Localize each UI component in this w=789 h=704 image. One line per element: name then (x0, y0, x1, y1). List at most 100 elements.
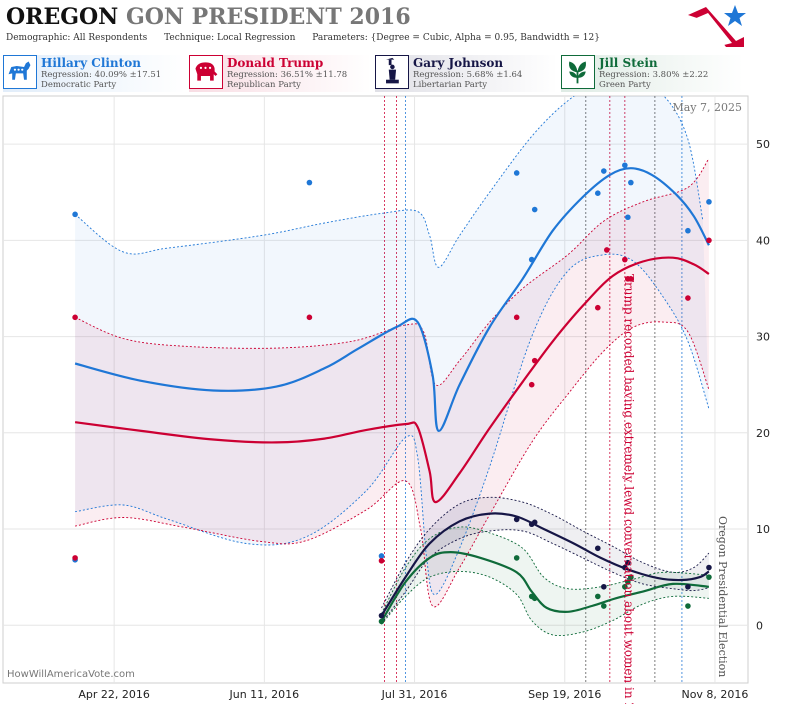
candidate-name: Hillary Clinton (41, 56, 141, 70)
stein-upper-bound (381, 526, 709, 614)
demographic-label: Demographic: All Respondents (6, 33, 148, 43)
clinton-poll-point (706, 199, 712, 205)
series-layer (72, 96, 712, 637)
legend-johnson: Gary Johnson Regression: 5.68% ±1.64 Liber… (375, 55, 558, 92)
johnson-poll-point (594, 545, 601, 552)
clinton-poll-point (378, 553, 385, 559)
johnson-confidence-band (381, 497, 709, 624)
candidate-party: Republican Party (227, 80, 301, 90)
trump-poll-point (528, 381, 535, 388)
x-tick-label: Apr 22, 2016 (78, 688, 150, 701)
trump-poll-point (72, 555, 78, 561)
clinton-poll-point (528, 256, 535, 263)
clinton-poll-point (72, 211, 78, 218)
candidate-name: Donald Trump (227, 56, 324, 70)
trump-poll-point (378, 557, 385, 564)
trump-confidence-band (75, 158, 709, 607)
y-tick-label: 40 (756, 234, 770, 247)
legend-trump: Donald Trump Regression: 36.51% ±11.78 Rep… (189, 55, 372, 92)
legend-stein: Jill Stein Regression: 3.80% ±2.22 Green P… (561, 55, 744, 92)
watermark: HowWillAmericaVote.com (7, 669, 135, 680)
elephant-icon (189, 55, 223, 89)
stein-poll-point (706, 574, 712, 580)
stein-poll-point (625, 579, 631, 585)
clinton-poll-point (625, 214, 631, 221)
stein-poll-point (513, 555, 520, 561)
johnson-poll-point (685, 583, 691, 590)
site-logo-icon (688, 5, 746, 47)
johnson-upper-bound (381, 496, 710, 609)
x-tick-label: Jul 31, 2016 (381, 688, 448, 701)
trump-poll-point (306, 314, 313, 321)
legend-clinton: Hillary Clinton Regression: 40.09% ±17.51… (3, 55, 186, 92)
stein-poll-point (378, 618, 385, 625)
trump-poll-point (706, 237, 712, 244)
candidate-name: Gary Johnson (413, 56, 504, 70)
clinton-poll-point (685, 227, 691, 234)
trump-poll-point (513, 314, 520, 321)
trump-poll-point (685, 295, 691, 301)
trump-trend-line (74, 256, 710, 504)
johnson-poll-point (601, 583, 607, 590)
candidate-party: Green Party (599, 80, 651, 90)
johnson-poll-point (706, 564, 712, 571)
chart-subtitle: Demographic: All Respondents Technique: … (6, 33, 614, 43)
technique-label: Technique: Local Regression (164, 33, 296, 43)
johnson-poll-point (513, 516, 520, 523)
stein-trend-line (380, 550, 709, 622)
clinton-poll-point (622, 162, 628, 169)
johnson-poll-point (625, 559, 631, 566)
stein-poll-point (622, 583, 628, 590)
title-race: GON PRESIDENT 2016 (125, 4, 411, 30)
stein-poll-point (601, 603, 607, 609)
johnson-poll-point (531, 519, 538, 526)
parameters-label: Parameters: {Degree = Cubic, Alpha = 0.9… (312, 33, 600, 43)
johnson-trend-line (380, 512, 710, 617)
clinton-poll-point (628, 179, 634, 186)
candidate-party: Democratic Party (41, 80, 117, 90)
clinton-poll-point (601, 168, 607, 174)
trump-poll-point (531, 357, 538, 364)
candidate-regression: Regression: 36.51% ±11.78 (227, 70, 348, 80)
candidate-name: Jill Stein (599, 56, 658, 70)
chart-title: OREGON GON PRESIDENT 2016 (6, 4, 411, 30)
event-annotation: Trump recorded having extremely lewd con… (622, 274, 636, 704)
clinton-poll-point (513, 170, 520, 176)
y-tick-label: 50 (756, 138, 770, 151)
candidate-party: Libertarian Party (413, 80, 488, 90)
y-tick-label: 20 (756, 427, 770, 440)
trump-poll-point (622, 256, 628, 263)
clinton-trend-line (74, 167, 710, 433)
liberty-statue-icon (375, 55, 409, 89)
candidate-regression: Regression: 5.68% ±1.64 (413, 70, 523, 80)
stein-poll-point (628, 574, 634, 580)
grid-lines (3, 96, 748, 683)
candidate-regression: Regression: 40.09% ±17.51 (41, 70, 162, 80)
clinton-poll-point (531, 206, 538, 213)
stein-poll-point (685, 603, 691, 609)
y-tick-label: 0 (756, 619, 763, 632)
x-tick-label: Sep 19, 2016 (528, 688, 601, 701)
x-tick-label: Nov 8, 2016 (681, 688, 748, 701)
stein-poll-point (594, 593, 601, 600)
election-annotation: Oregon Presidential Election (716, 516, 729, 677)
donkey-icon (3, 55, 37, 89)
x-tick-label: Jun 11, 2016 (229, 688, 300, 701)
clinton-poll-point (594, 190, 601, 196)
trump-poll-point (628, 276, 634, 282)
title-state: OREGON (6, 4, 119, 30)
chart-area: Trump recorded having extremely lewd con… (2, 95, 770, 704)
leaf-icon (561, 55, 595, 89)
clinton-confidence-band (75, 96, 709, 595)
trump-poll-point (604, 247, 610, 253)
y-tick-label: 10 (756, 523, 770, 536)
stein-poll-point (531, 595, 538, 602)
date-stamp: May 7, 2025 (672, 101, 742, 114)
clinton-poll-point (306, 179, 313, 186)
candidate-regression: Regression: 3.80% ±2.22 (599, 70, 709, 80)
johnson-poll-point (378, 612, 385, 619)
johnson-poll-point (622, 564, 628, 571)
clinton-lower-bound (75, 253, 710, 595)
trump-poll-point (594, 304, 601, 311)
y-tick-label: 30 (756, 331, 770, 344)
